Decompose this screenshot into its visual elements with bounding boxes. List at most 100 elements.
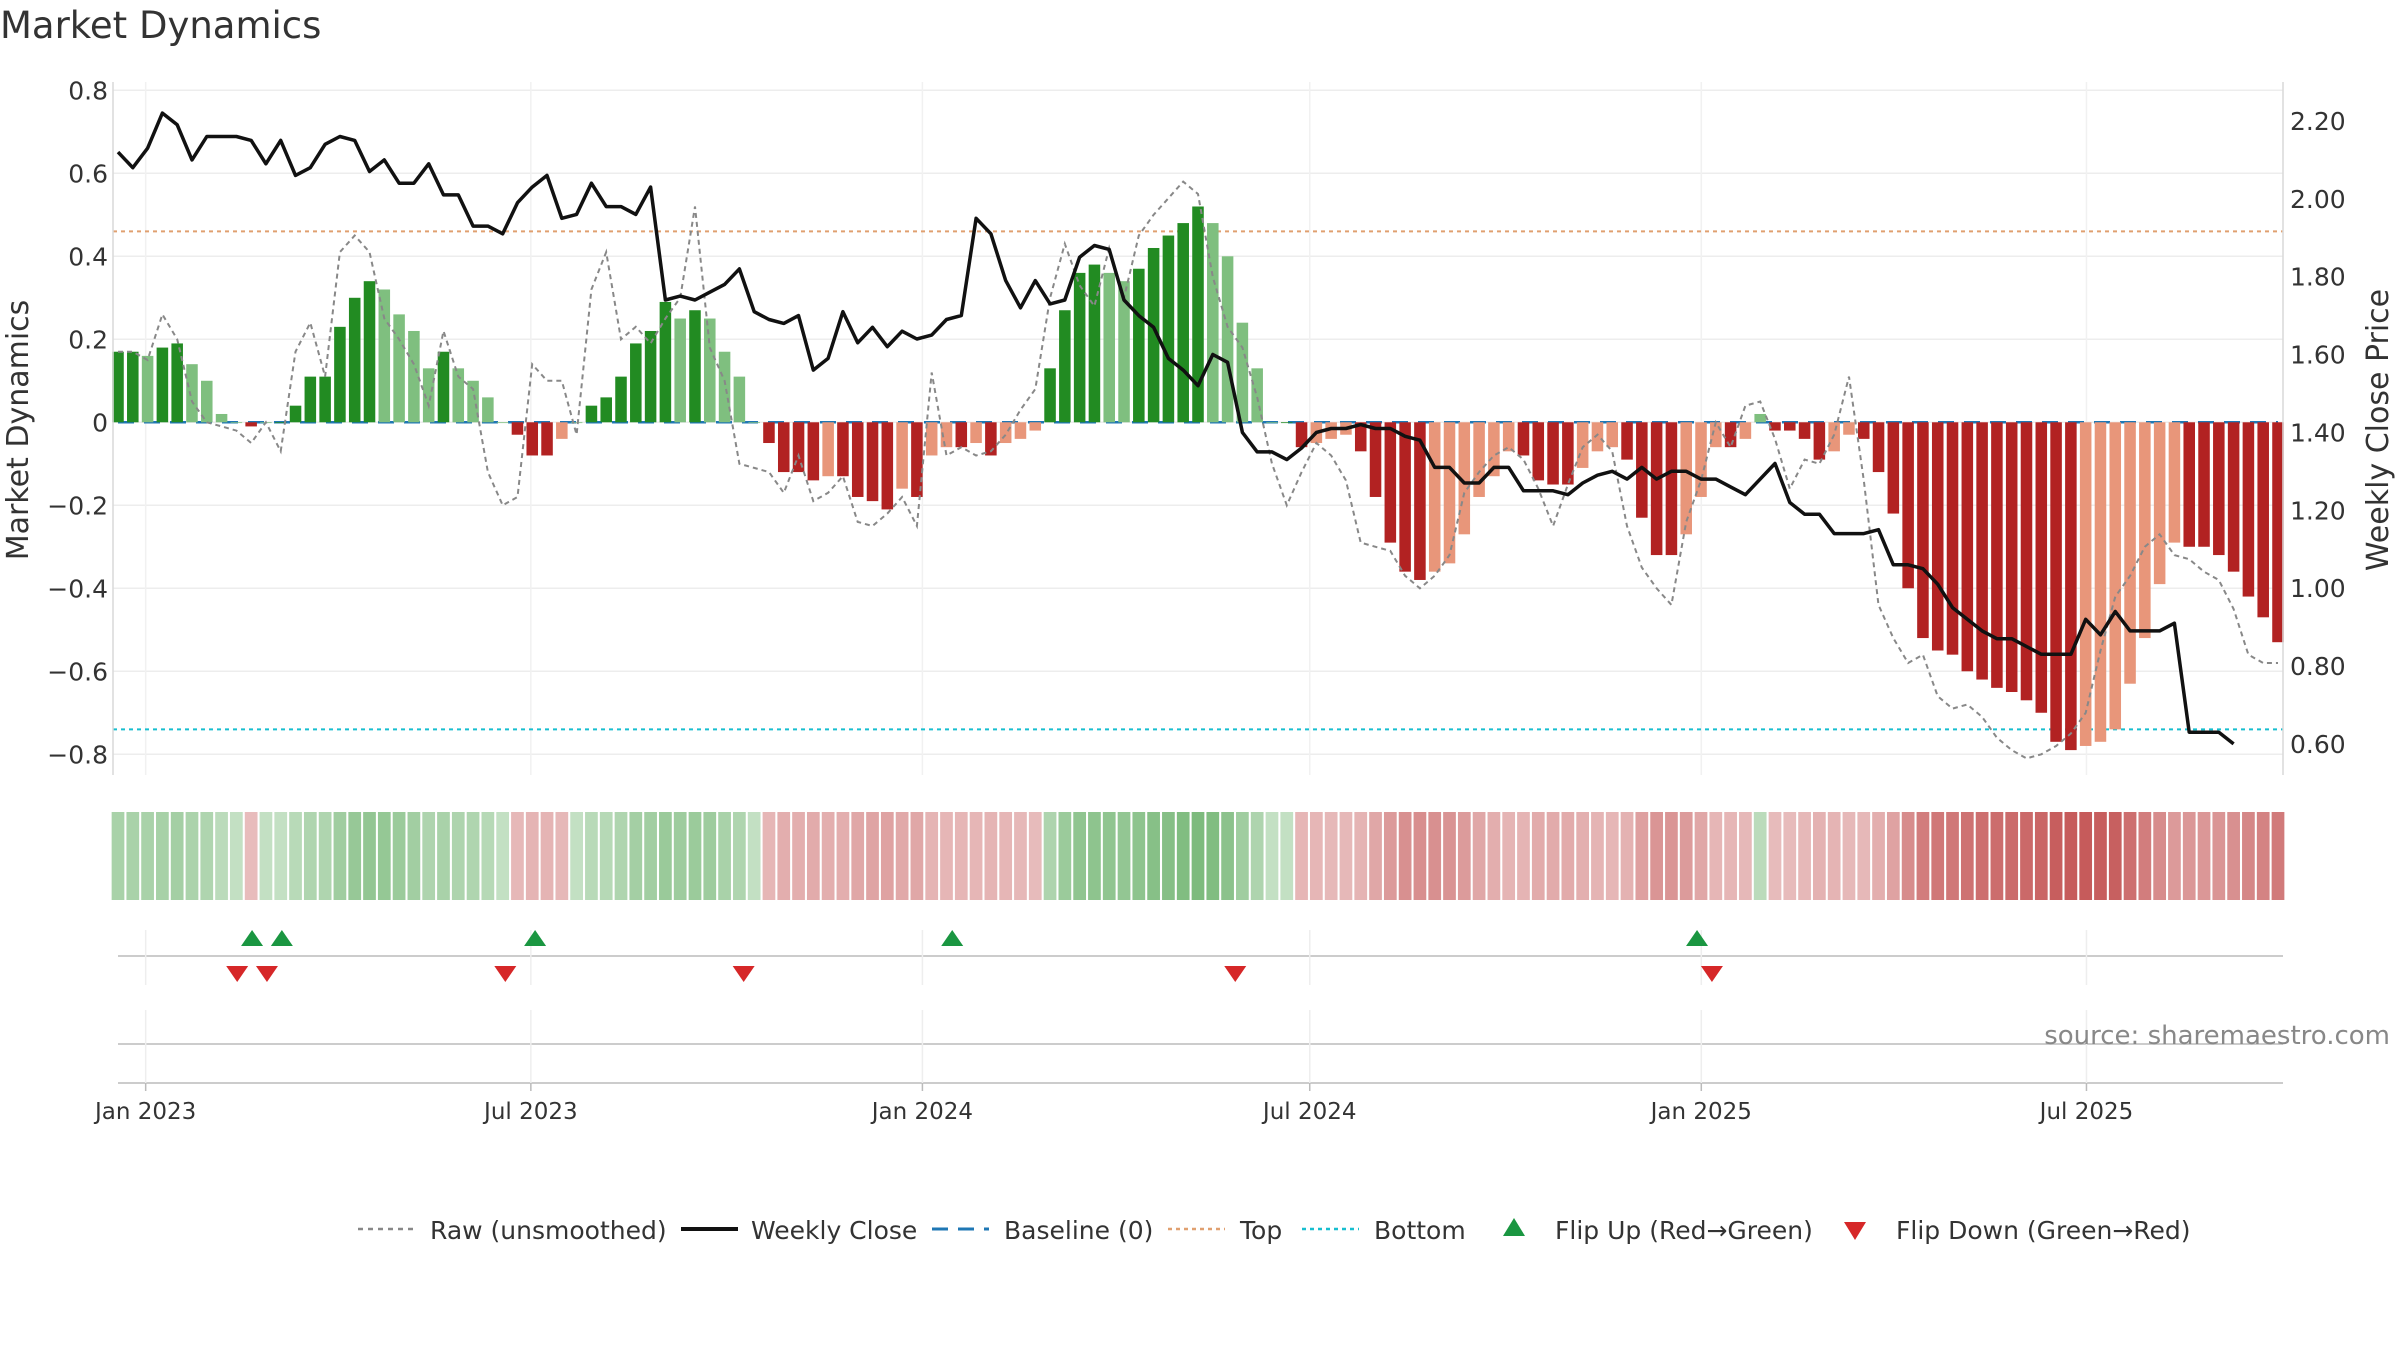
bar	[171, 343, 183, 423]
y-tick-label-left: −0.2	[47, 491, 108, 520]
bar	[2183, 422, 2196, 547]
bar	[955, 422, 968, 448]
legend-label-flip-down: Flip Down (Green→Red)	[1896, 1216, 2191, 1245]
bar	[718, 351, 731, 423]
legend-label-flip-up: Flip Up (Red→Green)	[1555, 1216, 1813, 1245]
strip-cell	[880, 812, 894, 900]
bar	[1710, 422, 1722, 448]
strip-cell	[1176, 812, 1190, 900]
legend-label-top: Top	[1239, 1216, 1282, 1245]
y-tick-label-right: 1.60	[2290, 341, 2346, 370]
strip-cell	[1605, 812, 1619, 900]
bar	[1739, 422, 1752, 439]
strip-cell	[1132, 812, 1146, 900]
bar	[600, 397, 612, 423]
bar	[334, 326, 346, 423]
strip-cell	[1191, 812, 1205, 900]
y-tick-label-left: 0.8	[68, 76, 108, 105]
legend-item-baseline: Baseline (0)	[932, 1216, 1153, 1245]
strip-cell	[1206, 812, 1220, 900]
bar	[1177, 223, 1189, 423]
strip-cell	[1088, 812, 1101, 900]
strip-cell	[1265, 812, 1279, 900]
bar	[1399, 422, 1411, 572]
y-ticks-left: 0.8 0.6 0.4 0.2 0 −0.2 −0.4 −0.6 −0.8	[47, 76, 108, 769]
strip-cell	[2227, 812, 2240, 900]
strip-cell	[1472, 812, 1486, 900]
bar	[2198, 422, 2210, 547]
strip-cell	[1487, 812, 1501, 900]
bar	[2079, 422, 2092, 746]
strip-cell	[1872, 812, 1885, 900]
y-tick-label-right: 1.00	[2290, 574, 2346, 603]
bar	[1103, 272, 1116, 423]
strip-cell	[141, 812, 154, 900]
bar	[215, 413, 228, 423]
bar	[1665, 422, 1678, 556]
strip-cell	[318, 812, 332, 900]
y-tick-label-right: 0.80	[2290, 652, 2346, 681]
bar	[1354, 422, 1367, 452]
bar	[644, 330, 657, 423]
bar	[393, 314, 405, 423]
bar	[200, 380, 213, 423]
strip-cell	[1102, 812, 1116, 900]
bar	[2124, 422, 2136, 684]
bar	[1961, 422, 1974, 672]
strip-cell	[984, 812, 998, 900]
bar	[1650, 422, 1663, 556]
strip-cell	[363, 812, 376, 900]
strip-cell	[540, 812, 554, 900]
strip-cell	[673, 812, 687, 900]
bar	[1280, 422, 1293, 424]
strip-cell	[392, 812, 406, 900]
strip-cell	[437, 812, 450, 900]
strip-cell	[1339, 812, 1353, 900]
bar	[363, 281, 376, 423]
bar	[777, 422, 790, 473]
flip-up-marker	[270, 930, 293, 946]
strip-cell	[1709, 812, 1723, 900]
strip-cell	[274, 812, 288, 900]
flip-down-marker	[1224, 966, 1247, 982]
bar	[2242, 422, 2255, 597]
strip-cell	[1635, 812, 1649, 900]
bar	[541, 422, 553, 456]
strip-cell	[2271, 812, 2285, 900]
bar	[807, 422, 820, 481]
strip-cell	[1753, 812, 1767, 900]
y-tick-label-left: 0.2	[68, 325, 108, 354]
strip-cell	[348, 812, 362, 900]
strip-cell	[244, 812, 258, 900]
strip-cell	[2005, 812, 2019, 900]
bar	[851, 422, 864, 497]
strip-cell	[2197, 812, 2211, 900]
legend-item-flip-up: Flip Up (Red→Green)	[1503, 1216, 1813, 1245]
source-text: source: sharemaestro.com	[2044, 1021, 2390, 1051]
strip-cell	[2182, 812, 2196, 900]
bar	[1147, 247, 1160, 423]
x-tick-label: Jul 2024	[1261, 1099, 1357, 1125]
bar	[378, 289, 391, 423]
bar	[1976, 422, 1988, 680]
strip-cell	[762, 812, 776, 900]
flip-markers-panel	[118, 930, 2283, 985]
bar	[704, 318, 716, 423]
strip-cell	[407, 812, 421, 900]
strip-cell	[1916, 812, 1930, 900]
strip-cell	[2168, 812, 2181, 900]
bar	[1724, 422, 1737, 448]
bar	[2139, 422, 2151, 639]
bar	[1414, 422, 1426, 580]
bar	[1488, 422, 1500, 477]
strip-cell	[1620, 812, 1634, 900]
strip-cell	[688, 812, 702, 900]
strip-cell	[1857, 812, 1871, 900]
strip-cell	[156, 812, 169, 900]
strip-cell	[629, 812, 643, 900]
strip-cell	[126, 812, 140, 900]
legend-item-bottom: Bottom	[1302, 1216, 1466, 1245]
bar	[911, 422, 923, 497]
bar	[999, 422, 1012, 444]
